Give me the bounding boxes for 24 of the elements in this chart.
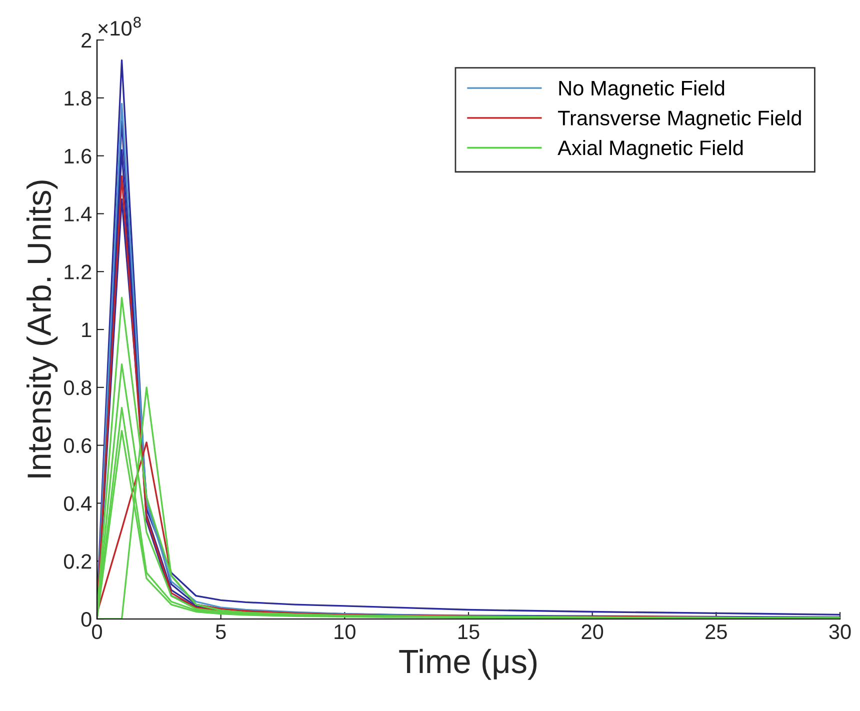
x-axis-title: Time (μs)	[399, 648, 537, 680]
y-axis-title: Intensity (Arb. Units)	[26, 180, 58, 478]
legend-label: Axial Magnetic Field	[558, 140, 743, 160]
y-tick-label: 1	[82, 322, 92, 338]
y-tick-label: 0.2	[64, 554, 92, 569]
x-tick-label: 15	[458, 624, 480, 640]
legend-label: No Magnetic Field	[559, 80, 724, 100]
y-tick-label: 1.6	[64, 148, 92, 164]
legend-label: Transverse Magnetic Field	[558, 110, 801, 130]
y-tick-label: 1.8	[64, 90, 92, 106]
y-tick-label: 0	[81, 612, 92, 627]
x-tick-label: 20	[582, 624, 604, 640]
x-tick-label: 25	[706, 624, 727, 640]
x-tick-label: 5	[216, 624, 226, 640]
text: ×10$^{8}$	[98, 16, 141, 36]
y-tick-label: 1.2	[64, 264, 92, 280]
y-tick-label: 0.4	[64, 496, 92, 511]
y-tick-label: 1.4	[64, 206, 92, 222]
y-tick-label: 2	[82, 33, 92, 48]
y-tick-label: 0.6	[64, 438, 92, 454]
x-tick-label: 30	[829, 624, 851, 640]
x-tick-label: 0	[92, 624, 102, 640]
x-tick-label: 10	[334, 624, 356, 640]
y-tick-label: 0.8	[64, 380, 92, 396]
